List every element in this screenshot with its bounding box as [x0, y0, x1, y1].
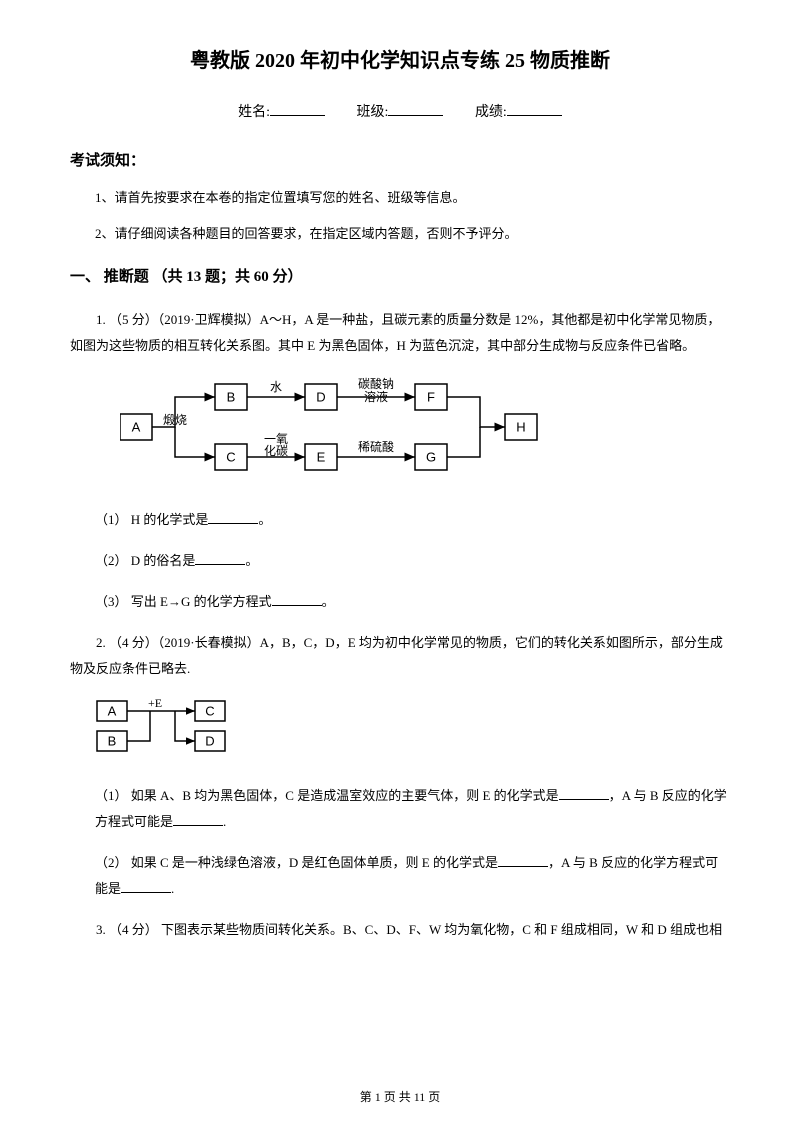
label-xiliusuan: 稀硫酸	[358, 439, 394, 454]
d2-label-plus-e: +E	[148, 697, 162, 710]
question-2: 2. （4 分）（2019·长春模拟）A，B，C，D，E 均为初中化学常见的物质…	[70, 630, 730, 682]
label-huatan: 化碳	[264, 444, 288, 458]
d2-node-a: A	[108, 704, 117, 719]
node-h: H	[516, 419, 525, 434]
node-e: E	[317, 449, 326, 464]
score-blank	[507, 102, 562, 116]
node-b: B	[227, 389, 236, 404]
page-footer: 第 1 页 共 11 页	[70, 1088, 730, 1107]
label-duanshao: 煅烧	[163, 412, 187, 427]
class-blank	[388, 102, 443, 116]
d2-node-d: D	[205, 734, 214, 749]
node-f: F	[427, 389, 435, 404]
score-label: 成绩:	[475, 105, 507, 120]
node-d: D	[316, 389, 325, 404]
question-1: 1. （5 分）（2019·卫辉模拟）A～H，A 是一种盐，且碳元素的质量分数是…	[70, 307, 730, 359]
label-tansuana: 碳酸钠	[358, 376, 394, 391]
notice-1: 1、请首先按要求在本卷的指定位置填写您的姓名、班级等信息。	[95, 188, 730, 209]
diagram-1: A B C D E F G H 煅烧 水 一氧 化碳 碳酸钠 溶液 稀硫酸	[120, 374, 730, 492]
node-g: G	[426, 449, 436, 464]
label-rongye: 溶液	[364, 389, 388, 404]
q2-1: （1） 如果 A、B 均为黑色固体，C 是造成温室效应的主要气体，则 E 的化学…	[95, 783, 730, 835]
info-line: 姓名: 班级: 成绩:	[70, 102, 730, 124]
node-a: A	[132, 419, 141, 434]
exam-notice-heading: 考试须知：	[70, 149, 730, 173]
question-3: 3. （4 分） 下图表示某些物质间转化关系。B、C、D、F、W 均为氧化物，C…	[70, 917, 730, 943]
name-blank	[270, 102, 325, 116]
notice-2: 2、请仔细阅读各种题目的回答要求，在指定区域内答题，否则不予评分。	[95, 224, 730, 245]
q1-3: （3） 写出 E→G 的化学方程式。	[95, 589, 730, 615]
diagram-2: A B C D +E	[95, 697, 730, 767]
d2-node-b: B	[108, 734, 117, 749]
q1-1: （1） H 的化学式是。	[95, 507, 730, 533]
q1-2: （2） D 的俗名是。	[95, 548, 730, 574]
class-label: 班级:	[357, 105, 389, 120]
q2-2: （2） 如果 C 是一种浅绿色溶液，D 是红色固体单质，则 E 的化学式是，A …	[95, 850, 730, 902]
d2-node-c: C	[205, 704, 214, 719]
page-title: 粤教版 2020 年初中化学知识点专练 25 物质推断	[70, 45, 730, 77]
section-1-heading: 一、 推断题 （共 13 题；共 60 分）	[70, 265, 730, 289]
label-shui: 水	[270, 380, 282, 394]
name-label: 姓名:	[238, 105, 270, 120]
node-c: C	[226, 449, 235, 464]
